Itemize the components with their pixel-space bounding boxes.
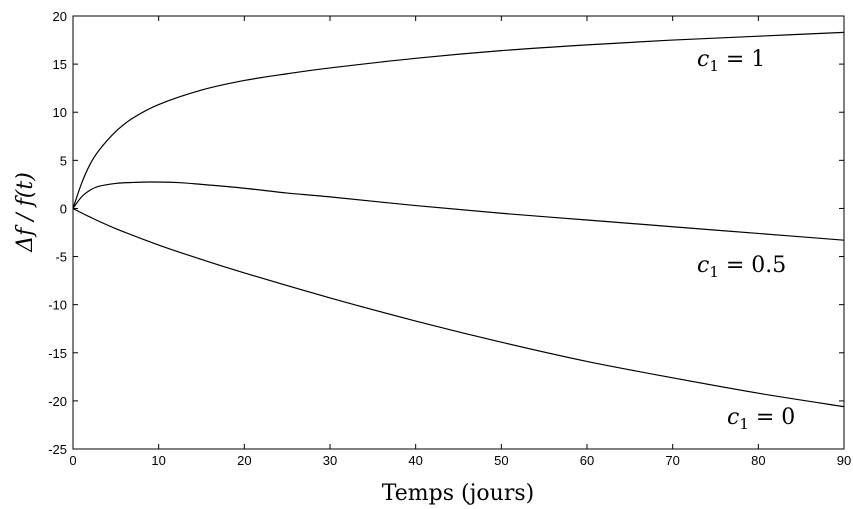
x-tick-label: 40 bbox=[408, 453, 422, 468]
y-axis: 20 15 10 5 0 -5 -10 -15 -20 -25 bbox=[48, 9, 844, 457]
x-tick-label: 0 bbox=[69, 453, 76, 468]
y-tick-label: -5 bbox=[55, 250, 67, 265]
y-tick-label: -15 bbox=[48, 346, 67, 361]
y-tick-label: 10 bbox=[53, 105, 67, 120]
y-tick-label: -20 bbox=[48, 394, 67, 409]
plot-frame bbox=[72, 15, 845, 450]
curve-label: c1 = 0.5 bbox=[697, 253, 786, 281]
y-axis-title: Δf / f(t) bbox=[13, 172, 38, 253]
x-tick-label: 60 bbox=[580, 453, 594, 468]
x-axis: 0 10 20 30 40 50 60 70 80 90 bbox=[69, 16, 851, 468]
x-tick-label: 90 bbox=[837, 453, 851, 468]
series-line-c1-0 bbox=[72, 207, 845, 408]
x-axis-title: Temps (jours) bbox=[382, 481, 534, 506]
x-tick-label: 10 bbox=[151, 453, 165, 468]
annotations: c1 = 1 c1 = 0.5 c1 = 0 bbox=[697, 47, 795, 433]
x-tick-label: 80 bbox=[751, 453, 765, 468]
series-group bbox=[72, 31, 845, 408]
y-tick-label: 0 bbox=[60, 201, 67, 216]
y-tick-label: 15 bbox=[53, 57, 67, 72]
y-tick-label: -25 bbox=[48, 442, 67, 457]
series-line-c1-1 bbox=[72, 31, 845, 209]
x-tick-label: 20 bbox=[237, 453, 251, 468]
x-tick-label: 70 bbox=[665, 453, 679, 468]
curve-label: c1 = 1 bbox=[697, 47, 765, 75]
x-tick-label: 50 bbox=[494, 453, 508, 468]
plot-area bbox=[72, 15, 845, 450]
y-tick-label: 20 bbox=[53, 9, 67, 24]
y-tick-label: -10 bbox=[48, 298, 67, 313]
y-tick-label: 5 bbox=[60, 153, 67, 168]
curve-label: c1 = 0 bbox=[727, 405, 795, 433]
series-line-c1-0.5 bbox=[72, 181, 845, 241]
x-tick-label: 30 bbox=[323, 453, 337, 468]
